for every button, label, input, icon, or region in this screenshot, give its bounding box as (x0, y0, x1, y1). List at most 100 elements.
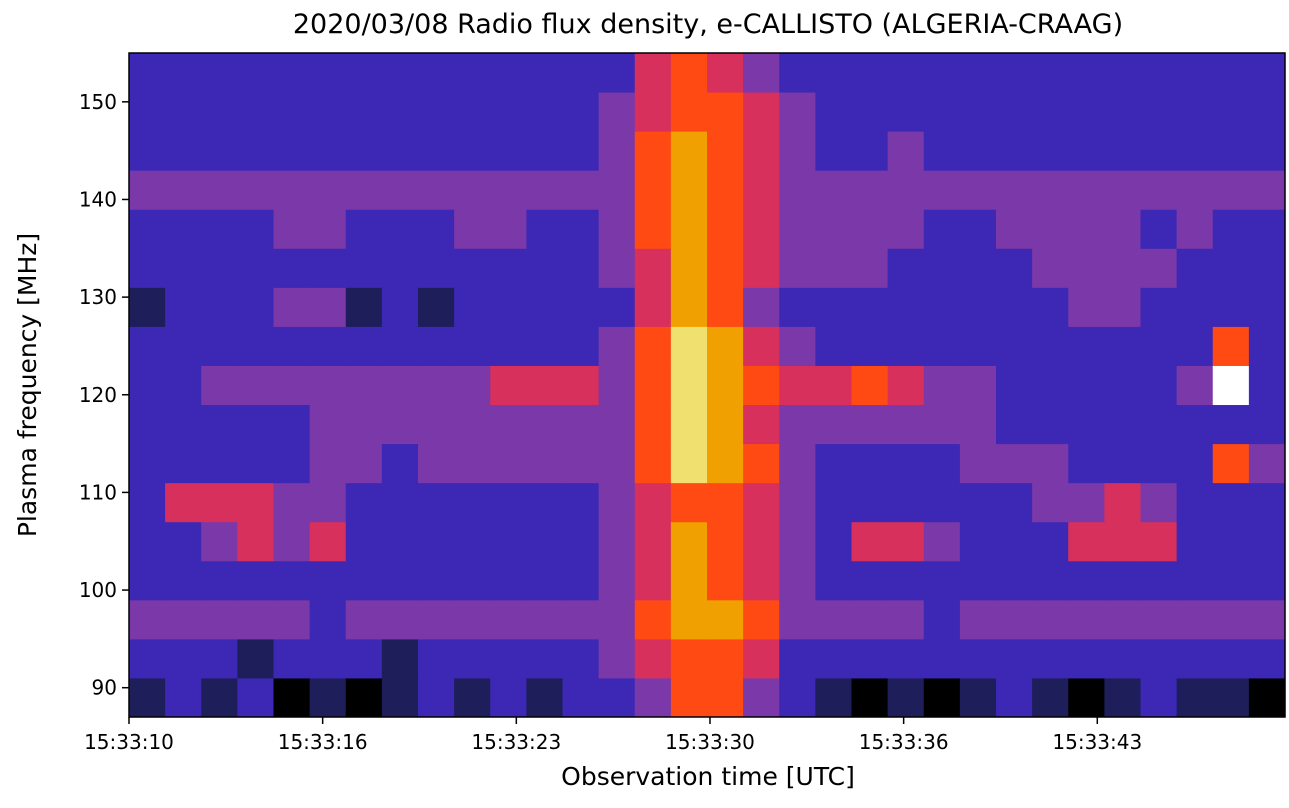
heatmap-cell (129, 482, 166, 523)
heatmap-cell (1068, 248, 1105, 288)
heatmap-cell (815, 170, 852, 210)
heatmap-cell (996, 248, 1033, 288)
heatmap-cell (454, 287, 491, 327)
heatmap-cell (165, 443, 202, 484)
heatmap-cell (1068, 287, 1105, 327)
x-tick-label: 15:33:36 (859, 730, 949, 754)
heatmap-cell (743, 677, 780, 718)
heatmap-cell (1068, 131, 1105, 171)
heatmap-cell (562, 677, 600, 718)
heatmap-cell (273, 53, 311, 93)
x-tick-label: 15:33:43 (1052, 730, 1142, 754)
heatmap-cell (454, 248, 491, 288)
heatmap-cell (1068, 326, 1105, 366)
heatmap-cell (815, 287, 852, 327)
heatmap-cell (1248, 677, 1286, 718)
heatmap-cell (201, 521, 238, 562)
heatmap-cell (959, 560, 997, 601)
heatmap-cell (1068, 638, 1105, 679)
heatmap-cell (129, 248, 166, 288)
heatmap-cell (490, 560, 527, 601)
heatmap-cell (309, 521, 347, 562)
heatmap-cell (670, 92, 708, 132)
heatmap-cell (526, 638, 563, 679)
heatmap-cell (1140, 92, 1178, 132)
heatmap-cell (562, 365, 600, 406)
heatmap-cell (201, 677, 238, 718)
heatmap-cell (1212, 638, 1250, 679)
heatmap-cell (490, 677, 527, 718)
heatmap-cell (1032, 560, 1069, 601)
heatmap-cell (707, 443, 744, 484)
heatmap-cell (418, 92, 455, 132)
heatmap-cell (1176, 53, 1214, 93)
heatmap-cell (779, 209, 816, 249)
heatmap-cell (1104, 482, 1141, 523)
heatmap-cell (670, 53, 708, 93)
heatmap-cell (1032, 287, 1069, 327)
heatmap-cell (887, 599, 925, 640)
x-axis-label: Observation time [UTC] (561, 762, 855, 791)
heatmap-cell (598, 638, 636, 679)
heatmap-cell (887, 365, 925, 406)
heatmap-cell (1032, 92, 1069, 132)
heatmap-cell (526, 326, 563, 366)
heatmap-cell (1068, 677, 1105, 718)
heatmap-cell (1248, 443, 1286, 484)
heatmap-cell (887, 443, 925, 484)
heatmap-cell (1176, 92, 1214, 132)
heatmap-cell (598, 131, 636, 171)
heatmap-cell (1212, 560, 1250, 601)
plot-frame (128, 52, 1286, 718)
y-tick-label: 110 (79, 480, 117, 504)
heatmap-cell (1104, 365, 1141, 406)
heatmap-cell (526, 131, 563, 171)
heatmap-cell (1176, 209, 1214, 249)
heatmap-cell (1176, 443, 1214, 484)
x-tick-label: 15:33:10 (84, 730, 174, 754)
heatmap-cell (1104, 209, 1141, 249)
heatmap-cell (996, 521, 1033, 562)
heatmap-cell (345, 638, 383, 679)
heatmap-cell (959, 365, 997, 406)
heatmap-cell (309, 482, 347, 523)
heatmap-cell (381, 482, 419, 523)
heatmap-cell (707, 521, 744, 562)
heatmap-cell (1140, 365, 1178, 406)
heatmap-cell (959, 53, 997, 93)
heatmap-cell (129, 599, 166, 640)
heatmap-cell (562, 53, 600, 93)
heatmap-cell (490, 599, 527, 640)
heatmap-cell (237, 170, 274, 210)
heatmap-cell (1248, 53, 1286, 93)
heatmap-cell (237, 53, 274, 93)
heatmap-cell (634, 482, 672, 523)
heatmap-cell (490, 92, 527, 132)
heatmap-cell (634, 131, 672, 171)
heatmap-cell (743, 521, 780, 562)
heatmap-cell (887, 92, 925, 132)
heatmap-cell (598, 248, 636, 288)
heatmap-cell (165, 638, 202, 679)
heatmap-cell (201, 365, 238, 406)
heatmap-cell (165, 560, 202, 601)
heatmap-cell (851, 326, 889, 366)
heatmap-cell (707, 560, 744, 601)
heatmap-cell (1032, 170, 1069, 210)
heatmap-cell (707, 599, 744, 640)
heatmap-cell (309, 53, 347, 93)
heatmap-cell (1068, 521, 1105, 562)
heatmap-cell (454, 482, 491, 523)
heatmap-cell (562, 131, 600, 171)
heatmap-cell (634, 209, 672, 249)
heatmap-cell (851, 248, 889, 288)
heatmap-cell (923, 209, 961, 249)
heatmap-cell (1068, 443, 1105, 484)
heatmap-cell (526, 677, 563, 718)
heatmap-cell (1176, 365, 1214, 406)
heatmap-cell (598, 404, 636, 445)
heatmap-cell (562, 560, 600, 601)
heatmap-cell (1104, 443, 1141, 484)
heatmap-cell (1248, 521, 1286, 562)
heatmap-cell (634, 170, 672, 210)
